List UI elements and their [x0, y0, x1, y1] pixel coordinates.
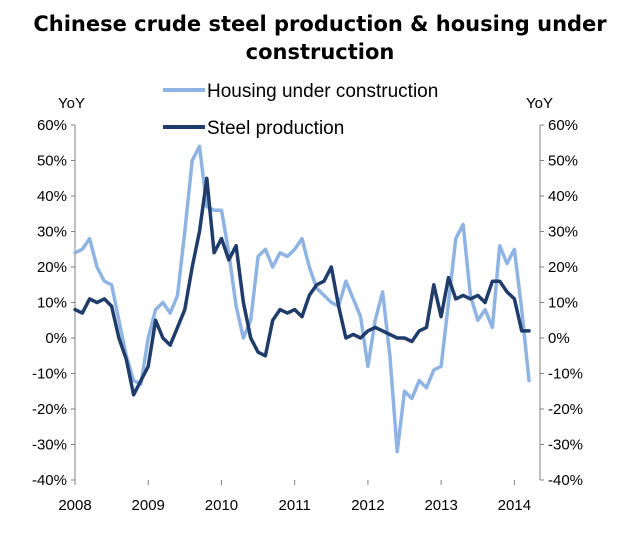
x-tick-label: 2008	[58, 497, 91, 514]
x-tick-label: 2013	[424, 497, 457, 514]
right-axis-label: YoY	[526, 95, 553, 112]
x-tick-label: 2012	[351, 497, 384, 514]
right-y-tick-label: 40%	[548, 188, 578, 205]
left-y-tick-label: -20%	[32, 401, 67, 418]
left-y-tick-label: -10%	[32, 366, 67, 383]
right-y-tick-label: -40%	[548, 472, 583, 489]
legend-label: Steel production	[207, 118, 344, 139]
left-y-tick-label: 0%	[45, 330, 67, 347]
left-y-tick-label: 10%	[37, 295, 67, 312]
right-y-tick-label: 50%	[548, 153, 578, 170]
chart-title: Chinese crude steel production & housing…	[0, 10, 640, 66]
right-y-tick-label: 10%	[548, 295, 578, 312]
legend-label: Housing under construction	[207, 81, 438, 102]
series-lines	[73, 144, 531, 454]
left-y-tick-label: 30%	[37, 224, 67, 241]
chart-title-line-2: construction	[245, 40, 395, 64]
left-y-tick-label: -30%	[32, 437, 67, 454]
right-y-tick-label: -30%	[548, 437, 583, 454]
right-y-tick-label: 0%	[548, 330, 570, 347]
steel-series-line	[73, 176, 531, 397]
x-tick-label: 2010	[205, 497, 238, 514]
left-y-tick-label: 40%	[37, 188, 67, 205]
x-tick-label: 2014	[498, 497, 531, 514]
chart-title-line-1: Chinese crude steel production & housing…	[33, 12, 607, 36]
left-y-tick-label: -40%	[32, 472, 67, 489]
left-y-tick-label: 20%	[37, 259, 67, 276]
legend: Housing under construction Steel producti…	[163, 81, 438, 139]
x-tick-label: 2009	[132, 497, 165, 514]
x-tick-label: 2011	[279, 497, 311, 514]
right-y-tick-label: -20%	[548, 401, 583, 418]
left-y-tick-label: 60%	[37, 117, 67, 134]
right-y-tick-label: 30%	[548, 224, 578, 241]
right-y-tick-label: 60%	[548, 117, 578, 134]
left-y-tick-label: 50%	[37, 153, 67, 170]
axes: 60% 60% 50% 50% 40% 40% 30% 30% 20% 20% 10% 10% 0% 0%…	[32, 117, 583, 514]
right-y-tick-label: -10%	[548, 366, 583, 383]
left-axis-label: YoY	[58, 95, 85, 112]
right-y-tick-label: 20%	[548, 259, 578, 276]
housing-series-line	[73, 144, 531, 454]
